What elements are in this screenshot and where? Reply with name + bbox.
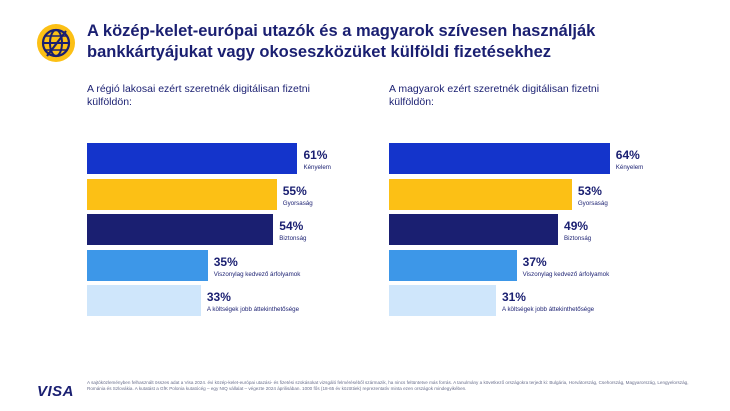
category-label: A költségek jobb áttekinthetősége <box>501 306 595 313</box>
bar-4 <box>389 249 517 281</box>
bar-1 <box>389 143 610 174</box>
value-label: 64% <box>615 148 640 162</box>
bar-3 <box>389 214 559 245</box>
visa-logo: VISA <box>37 383 75 400</box>
value-label: 31% <box>501 290 526 304</box>
bar-5 <box>389 285 496 316</box>
category-label: A költségek jobb áttekinthetősége <box>206 306 300 313</box>
category-label: Gyorsaság <box>282 199 313 207</box>
bar-5 <box>87 285 201 316</box>
bar-3 <box>87 214 274 245</box>
bar-2 <box>87 178 277 210</box>
value-label: 61% <box>303 148 328 162</box>
value-label: 49% <box>564 219 589 233</box>
page-title: A közép-kelet-európai utazók és a magyar… <box>87 22 596 61</box>
category-label: Viszonylag kedvező árfolyamok <box>522 270 610 278</box>
globe-icon <box>37 24 75 62</box>
category-label: Viszonylag kedvező árfolyamok <box>213 270 301 278</box>
footer-note: A sajtóközleményben felhasznált összes a… <box>87 380 689 392</box>
value-label: 55% <box>282 183 307 198</box>
category-label: Gyorsaság <box>577 199 608 207</box>
value-label: 35% <box>213 254 238 269</box>
category-label: Kényelem <box>303 164 331 171</box>
value-label: 33% <box>206 290 231 304</box>
chart-hungary-title: A magyarok ezért szeretnék digitálisan f… <box>389 83 600 108</box>
chart-region-title: A régió lakosai ezért szeretnék digitáli… <box>87 83 310 108</box>
value-label: 54% <box>279 219 304 233</box>
value-label: 37% <box>522 254 547 269</box>
category-label: Kényelem <box>615 164 644 171</box>
bar-1 <box>87 143 298 174</box>
category-label: Biztonság <box>564 235 592 242</box>
bar-2 <box>389 178 572 210</box>
bar-4 <box>87 249 208 281</box>
value-label: 53% <box>577 183 602 198</box>
category-label: Biztonság <box>279 235 307 242</box>
